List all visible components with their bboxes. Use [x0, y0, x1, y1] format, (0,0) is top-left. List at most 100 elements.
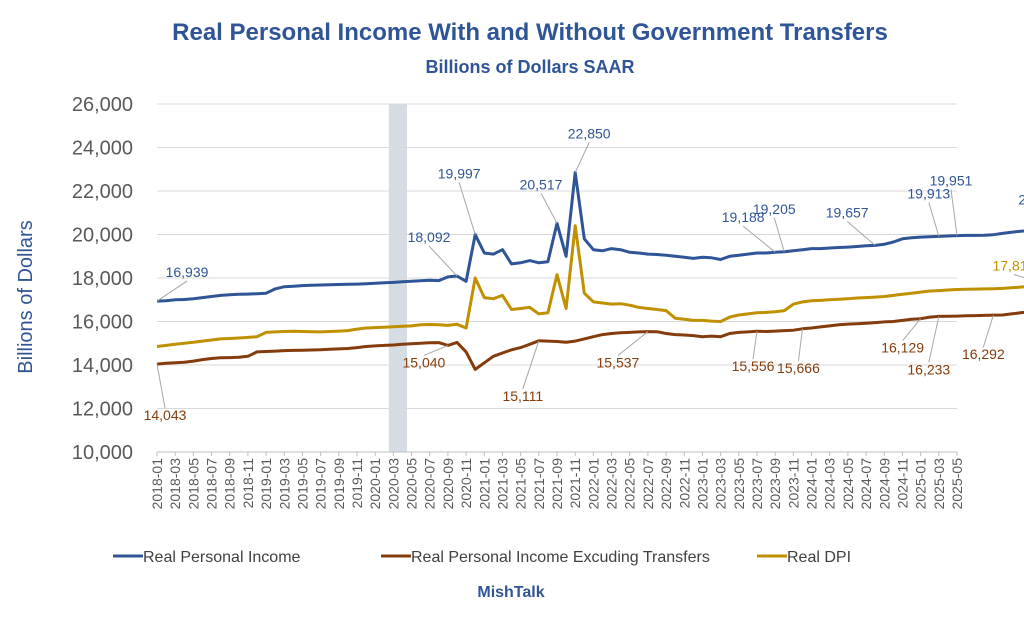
y-tick-label: 26,000	[72, 94, 133, 116]
series-line-3	[156, 224, 1024, 348]
data-label: 17,815	[992, 258, 1024, 274]
data-label: 19,997	[438, 166, 481, 182]
x-tick-label: 2019-09	[331, 458, 347, 510]
x-tick-label: 2023-09	[767, 458, 783, 510]
x-tick-label: 2022-05	[622, 458, 638, 510]
x-tick-label: 2021-11	[567, 458, 583, 509]
data-label: 16,129	[881, 340, 924, 356]
data-label-leader	[928, 202, 940, 237]
data-label-leader	[156, 280, 188, 302]
x-tick-label: 2019-05	[294, 458, 310, 510]
y-tick-label: 22,000	[72, 181, 133, 203]
x-tick-label: 2021-01	[476, 458, 492, 510]
data-label-leader	[458, 182, 476, 235]
x-tick-label: 2023-01	[694, 458, 710, 510]
data-label-leader	[574, 142, 590, 173]
legend-label: Real Personal Income	[143, 549, 301, 566]
x-tick-label: 2023-05	[731, 458, 747, 510]
data-label-leader	[428, 245, 458, 277]
data-label-leader	[522, 340, 540, 389]
data-label-leader	[1013, 274, 1024, 279]
x-tick-label: 2018-05	[185, 458, 201, 510]
x-tick-label: 2018-01	[149, 458, 165, 510]
data-label: 19,913	[907, 185, 950, 201]
y-tick-label: 16,000	[72, 312, 133, 334]
data-label: 15,111	[502, 388, 543, 404]
x-tick-label: 2019-07	[313, 458, 329, 510]
data-label: 20,517	[520, 176, 563, 192]
x-tick-label: 2018-03	[167, 458, 183, 510]
data-label: 16,233	[907, 361, 950, 377]
x-tick-label: 2025-05	[949, 458, 965, 510]
x-tick-label: 2021-09	[549, 458, 565, 510]
data-label: 19,188	[722, 209, 765, 225]
data-label: 15,666	[777, 360, 820, 376]
x-tick-label: 2023-07	[749, 458, 765, 510]
x-tick-label: 2021-03	[494, 458, 510, 510]
plot-area: 10,000 12,000 14,000 16,000 18,000 20,000 22,0…	[72, 94, 1024, 509]
y-tick-label: 24,000	[72, 138, 133, 160]
y-tick-label: 10,000	[72, 442, 133, 464]
y-tick-label: 14,000	[72, 355, 133, 377]
x-tick-label: 2020-05	[404, 458, 420, 510]
x-tick-label: 2021-07	[531, 458, 547, 510]
data-label-leader	[423, 344, 449, 356]
chart-subtitle: Billions of Dollars SAAR	[425, 57, 634, 77]
series-line-2	[156, 310, 1024, 371]
data-label-leader	[928, 316, 940, 363]
source-label: MishTalk	[477, 584, 544, 601]
x-tick-label: 2022-09	[658, 458, 674, 510]
chart-title: Real Personal Income With and Without Go…	[172, 19, 888, 46]
x-tick-label: 2018-09	[222, 458, 238, 510]
x-tick-label: 2024-03	[822, 458, 838, 510]
x-tick-label: 2025-01	[913, 458, 929, 510]
x-tick-label: 2021-05	[513, 458, 529, 510]
x-tick-label: 2023-03	[713, 458, 729, 510]
x-tick-label: 2019-11	[349, 458, 365, 509]
data-label: 19,951	[930, 173, 973, 189]
data-label-leader	[540, 193, 558, 224]
data-label-leader	[617, 331, 649, 356]
data-label: 15,537	[596, 355, 639, 371]
data-label: 20,367	[1018, 192, 1024, 208]
data-label: 16,292	[962, 346, 1005, 362]
x-tick-label: 2024-05	[840, 458, 856, 510]
data-label: 19,205	[753, 201, 796, 217]
x-tick-label: 2020-03	[385, 458, 401, 510]
data-label: 16,939	[166, 264, 209, 280]
data-label: 22,850	[568, 126, 611, 142]
data-label-leader	[752, 331, 758, 360]
x-tick-label: 2024-11	[894, 458, 910, 509]
data-label-leader	[797, 328, 803, 361]
x-tick-label: 2024-07	[858, 458, 874, 510]
x-tick-label: 2018-11	[240, 458, 256, 509]
x-tick-label: 2022-07	[640, 458, 656, 510]
data-label-leader	[773, 217, 785, 252]
x-tick-label: 2024-09	[876, 458, 892, 510]
x-tick-label: 2025-03	[931, 458, 947, 510]
x-tick-label: 2020-01	[367, 458, 383, 510]
x-tick-label: 2018-07	[204, 458, 220, 510]
data-label: 14,043	[144, 407, 187, 423]
data-label-leader	[950, 189, 958, 236]
x-tick-label: 2020-09	[440, 458, 456, 510]
x-tick-label: 2019-01	[258, 458, 274, 510]
data-label: 15,556	[732, 358, 775, 374]
legend: Real Personal Income Real Personal Income…	[113, 549, 851, 566]
data-label-leader	[982, 314, 994, 348]
x-tick-label: 2020-07	[422, 458, 438, 510]
y-tick-label: 20,000	[72, 225, 133, 247]
data-label-leader	[742, 225, 776, 253]
x-tick-label: 2022-11	[676, 458, 692, 509]
legend-label: Real Personal Income Excuding Transfers	[411, 549, 710, 566]
data-label: 19,657	[826, 204, 869, 220]
data-label-leader	[902, 318, 922, 342]
legend-label: Real DPI	[787, 549, 851, 566]
x-tick-label: 2024-01	[804, 458, 820, 510]
x-tick-label: 2023-11	[785, 458, 801, 509]
y-tick-label: 18,000	[72, 268, 133, 290]
y-axis-label: Billions of Dollars	[15, 220, 37, 373]
data-label: 15,040	[402, 354, 445, 370]
